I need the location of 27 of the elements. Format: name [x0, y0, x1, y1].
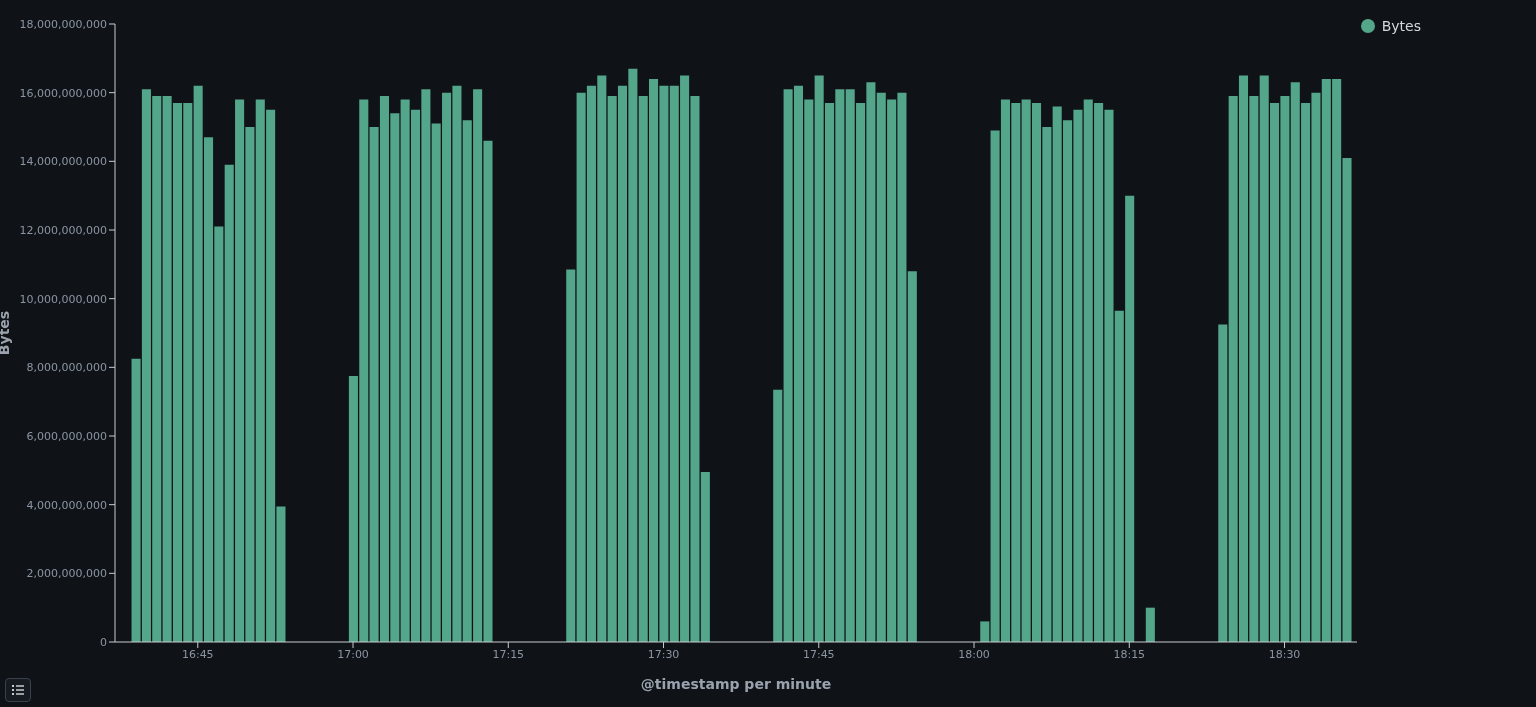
bar — [1218, 324, 1228, 642]
y-tick-label: 18,000,000,000 — [19, 17, 107, 31]
x-tick-label: 17:00 — [337, 647, 369, 661]
y-tick-label: 0 — [100, 635, 107, 649]
bar — [566, 269, 576, 642]
y-tick-label: 6,000,000,000 — [26, 429, 107, 443]
y-tick-label: 4,000,000,000 — [26, 498, 107, 512]
x-tick-label: 17:15 — [492, 647, 525, 661]
x-tick-label: 18:30 — [1268, 647, 1301, 661]
y-tick-label: 2,000,000,000 — [26, 567, 107, 581]
x-tick-label: 17:45 — [802, 647, 835, 661]
bar — [907, 271, 917, 642]
y-tick-label: 10,000,000,000 — [19, 292, 107, 306]
bar — [980, 621, 990, 642]
y-tick-label: 14,000,000,000 — [19, 155, 107, 169]
y-tick-label: 16,000,000,000 — [19, 86, 107, 100]
bar — [1145, 607, 1155, 642]
legend-label: Bytes — [1381, 18, 1421, 34]
bar — [773, 389, 783, 642]
bar — [700, 472, 710, 642]
x-tick-label: 18:00 — [958, 647, 990, 661]
y-tick-label: 8,000,000,000 — [26, 361, 107, 375]
x-axis-title: @timestamp per minute — [640, 676, 832, 692]
y-tick-label: 12,000,000,000 — [19, 223, 107, 237]
x-tick-label: 17:30 — [647, 647, 680, 661]
x-tick-label: 16:45 — [181, 647, 214, 661]
x-tick-label: 18:15 — [1113, 647, 1146, 661]
